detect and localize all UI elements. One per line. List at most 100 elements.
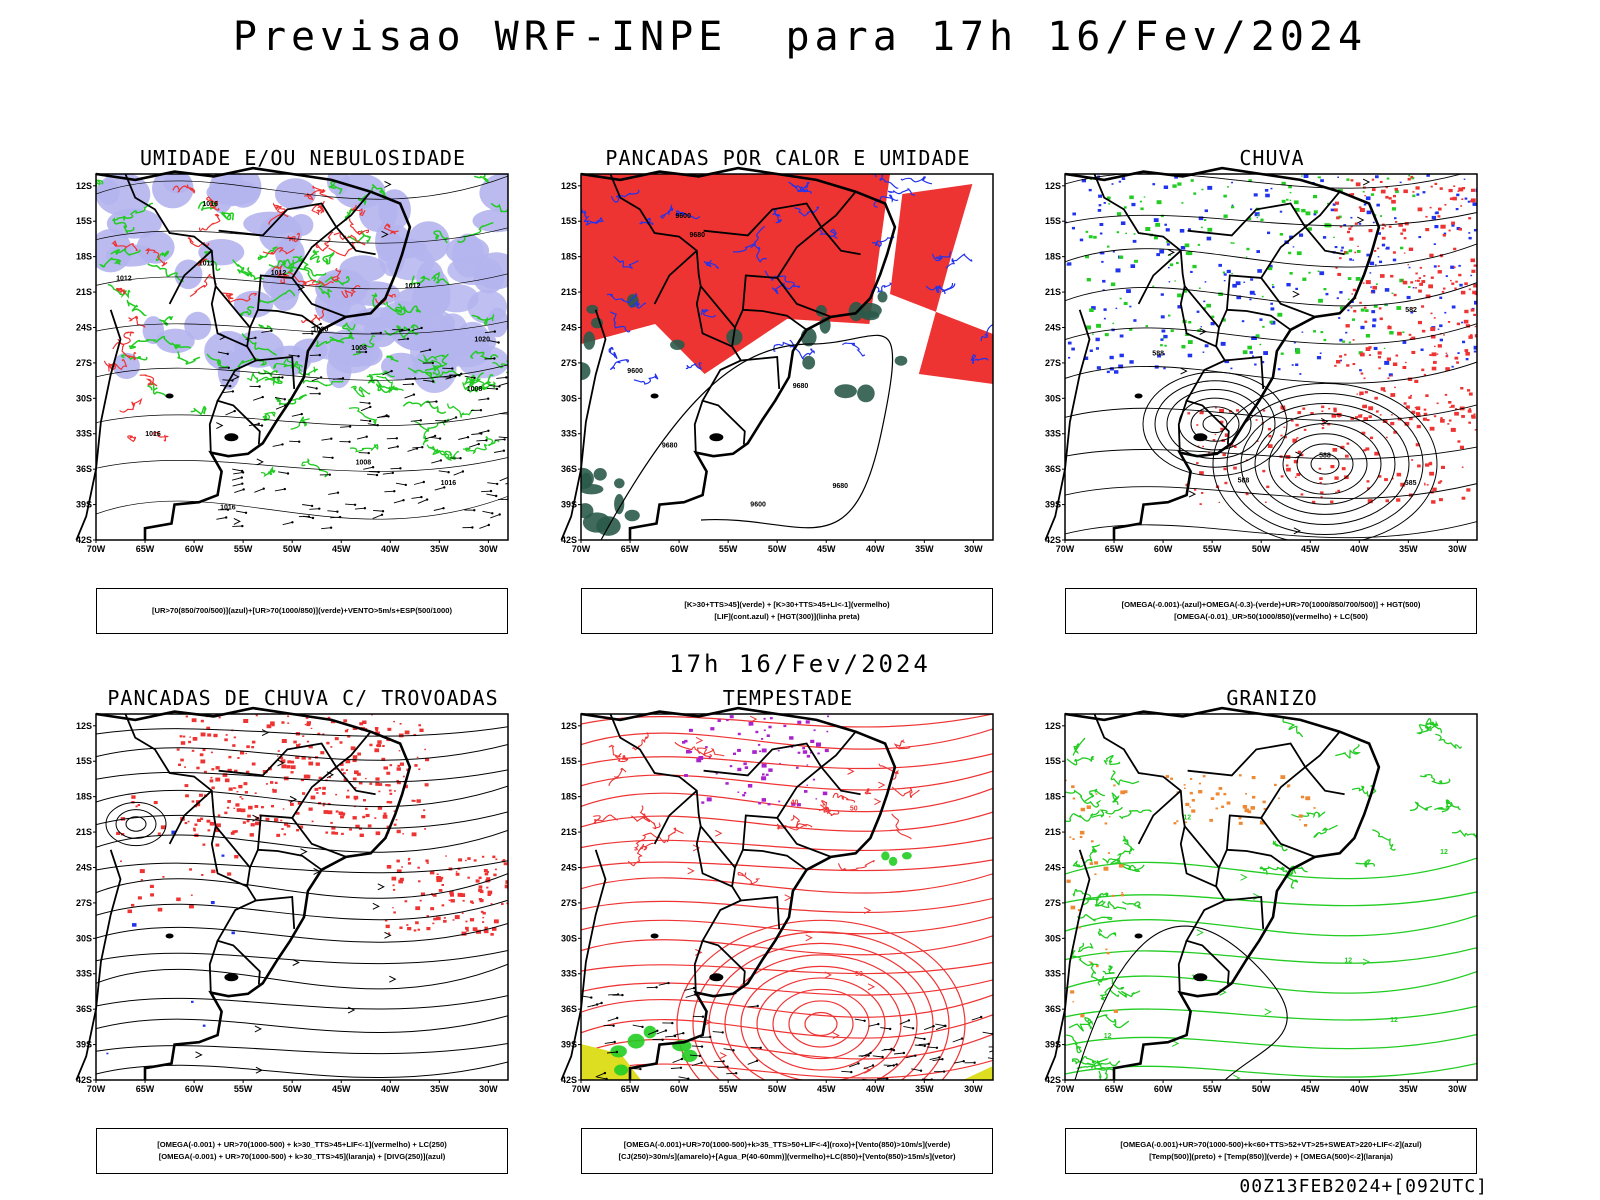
map-umidade: 1008 1008 1012 1012 1012 1016 1020 1016 1020 1008… (68, 166, 538, 570)
lon-label: 35W (430, 1084, 449, 1094)
lat-label: 18S (76, 252, 92, 262)
field-speckle (355, 824, 360, 829)
wind-vector-head (348, 440, 351, 443)
field-speckle (1153, 218, 1159, 222)
field-speckle (1385, 436, 1388, 439)
lat-label: 30S (561, 933, 577, 943)
streamline (1142, 371, 1288, 477)
field-speckle (354, 787, 357, 789)
contour-line (1071, 1058, 1101, 1067)
field-speckle (1308, 271, 1311, 274)
lon-label: 50W (1252, 1084, 1271, 1094)
wind-vector (217, 351, 228, 355)
field-speckle (1447, 423, 1450, 425)
wind-vector-head (498, 513, 501, 516)
field-speckle (1279, 233, 1283, 236)
field-blob (894, 355, 908, 366)
field-speckle (1095, 347, 1099, 350)
field-speckle (1346, 442, 1350, 445)
field-speckle (225, 734, 228, 736)
field-speckle (421, 815, 426, 819)
field-speckle (1239, 774, 1242, 777)
field-speckle (426, 915, 429, 918)
flow-arrow (692, 844, 701, 852)
field-speckle (1447, 321, 1451, 323)
wind-vector (322, 456, 333, 459)
wind-vector-head (458, 374, 461, 377)
field-speckle (1107, 852, 1110, 854)
field-speckle (1374, 250, 1377, 252)
field-speckle (1284, 436, 1287, 439)
contour-line (818, 807, 840, 817)
wind-vector-head (379, 331, 382, 335)
panel-legend: [OMEGA(-0.001)-(azul)+OMEGA(-0.3)-(verde… (1065, 588, 1477, 634)
field-speckle (1229, 410, 1232, 413)
state-border (1226, 848, 1292, 871)
field-speckle (1163, 367, 1166, 370)
wind-vector (382, 370, 392, 376)
field-speckle (1410, 175, 1413, 178)
wind-vector-head (318, 392, 321, 395)
field-speckle (1403, 252, 1406, 254)
wind-vector (359, 401, 370, 404)
field-speckle (472, 927, 478, 931)
field-speckle (1132, 239, 1137, 243)
field-speckle (160, 825, 166, 830)
field-speckle (232, 787, 235, 789)
field-speckle (1266, 485, 1270, 489)
state-border (1224, 896, 1265, 929)
wind-vector-head (368, 419, 372, 423)
wind-vector-head (498, 385, 501, 388)
lat-label: 15S (76, 216, 92, 226)
field-speckle (322, 804, 325, 807)
field-speckle (1262, 409, 1266, 412)
field-speckle (1411, 410, 1416, 414)
field-speckle (1223, 214, 1228, 218)
wind-vector-head (471, 526, 474, 529)
field-speckle (1385, 499, 1389, 503)
contour-line (1111, 792, 1120, 805)
field-speckle (192, 737, 198, 741)
field-speckle (265, 783, 268, 785)
contour-line (315, 339, 345, 348)
flow-arrow (1196, 929, 1204, 936)
field-speckle (1419, 266, 1422, 269)
field-speckle (1395, 354, 1399, 357)
field-speckle (1323, 288, 1327, 291)
streamline (96, 175, 508, 200)
field-speckle (1457, 440, 1461, 443)
contour-line (464, 374, 475, 386)
field-speckle (1299, 233, 1304, 237)
field-speckle (384, 919, 388, 922)
lat-label: 27S (561, 898, 577, 908)
field-speckle (382, 745, 385, 747)
field-speckle (1097, 209, 1102, 212)
field-speckle (1437, 344, 1442, 348)
height-contour (600, 334, 894, 540)
field-speckle (1318, 176, 1321, 179)
lat-label: 30S (561, 393, 577, 403)
field-speckle (233, 736, 236, 739)
field-speckle (1439, 480, 1443, 483)
wind-vector-head (385, 414, 388, 417)
field-blob (233, 290, 274, 318)
field-speckle (1119, 353, 1124, 358)
streamline (1254, 413, 1396, 515)
field-speckle (478, 898, 482, 901)
field-speckle (1236, 295, 1242, 300)
field-speckle (1305, 211, 1311, 216)
wind-vector-head (923, 1044, 926, 1048)
flow-arrow (277, 759, 285, 767)
field-speckle (1199, 471, 1204, 475)
field-speckle (1391, 414, 1393, 416)
field-speckle (230, 831, 235, 835)
field-speckle (1456, 361, 1459, 364)
field-speckle (1350, 307, 1353, 309)
wind-vector (330, 516, 341, 519)
field-speckle (1470, 274, 1473, 277)
wind-vector (309, 508, 320, 510)
field-speckle (1390, 375, 1393, 377)
field-speckle (1437, 270, 1442, 274)
field-speckle (1218, 263, 1222, 267)
field-speckle (436, 873, 439, 875)
